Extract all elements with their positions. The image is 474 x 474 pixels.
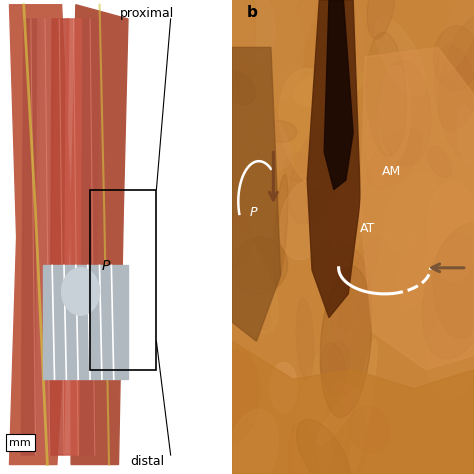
Ellipse shape <box>201 0 275 66</box>
Ellipse shape <box>205 219 278 333</box>
Ellipse shape <box>294 348 344 474</box>
Ellipse shape <box>230 237 288 294</box>
Text: AT: AT <box>360 222 375 235</box>
Ellipse shape <box>356 264 379 301</box>
Ellipse shape <box>262 121 297 142</box>
Text: distal: distal <box>130 455 164 467</box>
Text: P: P <box>249 206 257 219</box>
Ellipse shape <box>427 182 474 282</box>
Ellipse shape <box>228 409 278 474</box>
Text: AM: AM <box>382 165 401 178</box>
Ellipse shape <box>350 340 377 474</box>
Ellipse shape <box>438 17 474 131</box>
Ellipse shape <box>284 153 312 181</box>
Ellipse shape <box>251 0 304 102</box>
Ellipse shape <box>207 350 260 446</box>
Ellipse shape <box>62 268 100 315</box>
Ellipse shape <box>367 0 395 39</box>
Polygon shape <box>232 47 281 341</box>
Ellipse shape <box>216 0 255 76</box>
Ellipse shape <box>232 0 255 101</box>
Ellipse shape <box>433 233 474 338</box>
Text: proximal: proximal <box>120 7 174 19</box>
Ellipse shape <box>290 0 356 67</box>
Ellipse shape <box>367 128 421 189</box>
Ellipse shape <box>289 122 342 224</box>
Bar <box>90 190 156 370</box>
Ellipse shape <box>288 421 319 474</box>
Ellipse shape <box>270 363 298 413</box>
Ellipse shape <box>375 17 426 96</box>
Polygon shape <box>360 47 474 370</box>
Polygon shape <box>36 19 55 455</box>
Ellipse shape <box>320 343 346 394</box>
Ellipse shape <box>433 26 474 91</box>
Ellipse shape <box>279 69 355 191</box>
Ellipse shape <box>328 341 350 379</box>
Ellipse shape <box>317 388 360 445</box>
Polygon shape <box>71 5 128 465</box>
Ellipse shape <box>328 381 366 474</box>
Ellipse shape <box>427 312 474 400</box>
Ellipse shape <box>328 245 372 350</box>
Polygon shape <box>50 19 69 455</box>
Polygon shape <box>9 5 71 465</box>
Ellipse shape <box>269 0 322 77</box>
Ellipse shape <box>366 118 384 188</box>
Ellipse shape <box>430 0 474 107</box>
Polygon shape <box>81 19 100 455</box>
Polygon shape <box>232 341 474 474</box>
Text: b: b <box>247 5 258 19</box>
Ellipse shape <box>457 106 474 165</box>
Polygon shape <box>64 19 83 455</box>
Ellipse shape <box>320 265 372 417</box>
Ellipse shape <box>327 177 363 257</box>
Ellipse shape <box>336 0 364 90</box>
Polygon shape <box>307 0 360 318</box>
Ellipse shape <box>293 68 365 107</box>
Ellipse shape <box>349 406 390 453</box>
Polygon shape <box>43 265 128 379</box>
Ellipse shape <box>379 65 410 160</box>
Polygon shape <box>324 0 353 190</box>
Ellipse shape <box>296 298 314 380</box>
Ellipse shape <box>339 236 380 333</box>
Text: P: P <box>102 259 110 273</box>
Polygon shape <box>21 19 40 455</box>
Ellipse shape <box>439 0 474 75</box>
Ellipse shape <box>222 212 251 267</box>
Ellipse shape <box>236 14 253 93</box>
Text: mm: mm <box>9 438 31 447</box>
Ellipse shape <box>366 32 407 156</box>
Ellipse shape <box>398 237 432 308</box>
Ellipse shape <box>221 71 255 105</box>
Ellipse shape <box>240 107 291 170</box>
Ellipse shape <box>383 172 438 250</box>
Ellipse shape <box>378 61 431 166</box>
Ellipse shape <box>422 223 474 359</box>
Ellipse shape <box>435 45 474 159</box>
Ellipse shape <box>280 180 331 259</box>
Ellipse shape <box>328 276 359 356</box>
Ellipse shape <box>253 293 270 331</box>
Ellipse shape <box>427 146 452 178</box>
Ellipse shape <box>273 174 288 286</box>
Ellipse shape <box>296 419 350 474</box>
